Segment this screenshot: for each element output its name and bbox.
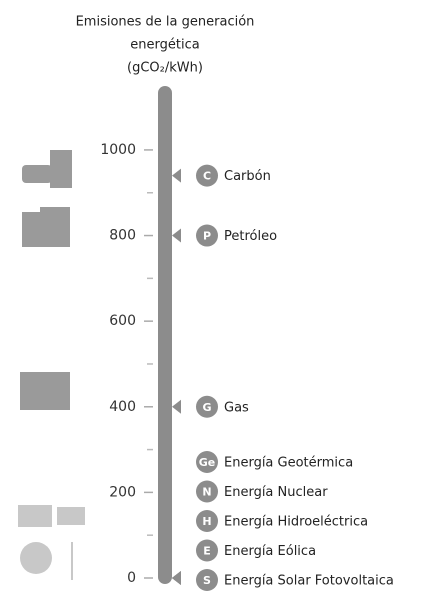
marker-arrow (172, 571, 181, 585)
item-label: Energía Geotérmica (224, 456, 353, 471)
marker-arrow (172, 400, 181, 414)
chart-title: energética (130, 38, 199, 53)
icon-oil (22, 212, 42, 247)
chart-title: Emisiones de la generación (76, 15, 255, 30)
icon-geo (18, 505, 52, 527)
icon-plant (50, 150, 72, 188)
chart-title: (gCO₂/kWh) (127, 61, 203, 76)
y-tick-label: 0 (127, 570, 136, 586)
marker-arrow (172, 229, 181, 243)
chart: Emisiones de la generación energética (g… (0, 0, 434, 591)
badge-text: N (202, 486, 211, 499)
y-tick-label: 800 (109, 228, 136, 244)
badge-text: E (203, 545, 211, 558)
item-label: Energía Eólica (224, 544, 316, 559)
icon-hydro (20, 542, 52, 574)
y-tick-label: 1000 (100, 142, 136, 158)
badge-text: G (202, 401, 211, 414)
icons (18, 150, 85, 580)
y-tick-label: 200 (109, 484, 136, 500)
item-label: Petróleo (224, 229, 277, 244)
item-label: Energía Hidroeléctrica (224, 515, 368, 530)
icon-plant (44, 372, 70, 410)
item-label: Energía Nuclear (224, 485, 328, 500)
badge-text: P (203, 230, 211, 243)
badge-text: H (202, 515, 211, 528)
y-tick-label: 400 (109, 399, 136, 415)
item-label: Gas (224, 400, 249, 415)
scale-bar (158, 86, 172, 584)
icon-gas (20, 372, 48, 410)
item-label: Energía Solar Fotovoltaica (224, 574, 394, 589)
badge-text: S (203, 574, 211, 587)
icon-solar (57, 507, 85, 525)
marker-arrow (172, 169, 181, 183)
item-label: Carbón (224, 169, 271, 184)
icon-coal (22, 165, 52, 183)
icon-plant (40, 207, 70, 247)
y-tick-label: 600 (109, 313, 136, 329)
badge-text: C (203, 170, 211, 183)
badge-text: Ge (199, 456, 216, 469)
